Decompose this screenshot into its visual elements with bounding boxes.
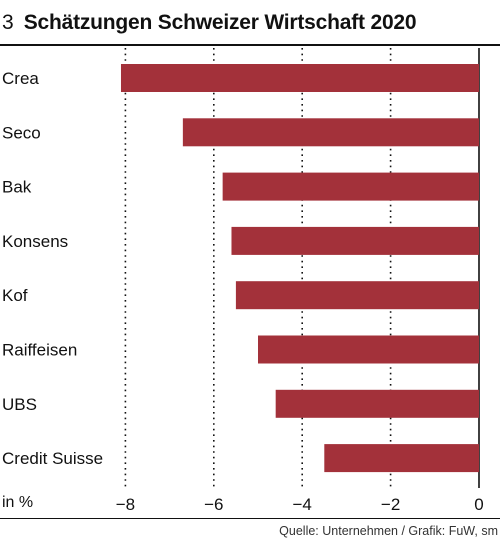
category-label: Konsens — [2, 232, 68, 251]
bar-seco — [182, 118, 480, 147]
bars — [120, 64, 480, 473]
title-rule — [0, 44, 500, 46]
category-label: Kof — [2, 286, 28, 305]
chart-header: 3 Schätzungen Schweizer Wirtschaft 2020 — [2, 6, 498, 40]
bar-bak — [222, 172, 479, 201]
category-label: Raiffeisen — [2, 341, 77, 360]
bar-raiffeisen — [258, 335, 479, 364]
category-labels: Crea Seco Bak Konsens Kof Raiffeisen UBS Credit… — [2, 69, 103, 468]
category-label: Crea — [2, 69, 39, 88]
chart-number: 3 — [2, 11, 14, 34]
category-label: Bak — [2, 178, 32, 197]
grid-lines — [124, 48, 480, 488]
x-tick-label: −6 — [204, 495, 223, 514]
chart-title: Schätzungen Schweizer Wirtschaft 2020 — [23, 11, 417, 34]
category-label: UBS — [2, 395, 37, 414]
x-axis-ticks: −8 −6 −4 −2 0 — [116, 495, 484, 514]
bar-credit-suisse — [324, 444, 479, 473]
x-tick-label: −8 — [116, 495, 135, 514]
source-note: Quelle: Unternehmen / Grafik: FuW, sm — [279, 524, 498, 538]
unit-label: in % — [2, 494, 34, 511]
x-tick-label: 0 — [474, 495, 483, 514]
category-label: Credit Suisse — [2, 449, 103, 468]
x-tick-label: −2 — [381, 495, 400, 514]
bar-konsens — [231, 226, 479, 255]
x-tick-label: −4 — [293, 495, 312, 514]
bar-ubs — [275, 389, 479, 418]
category-label: Seco — [2, 123, 41, 142]
bar-crea — [120, 64, 479, 92]
bottom-rule — [0, 518, 500, 519]
bar-kof — [235, 281, 479, 310]
